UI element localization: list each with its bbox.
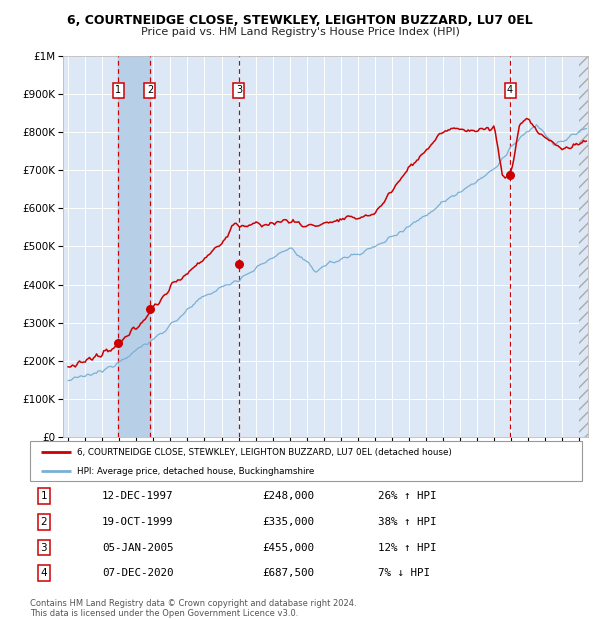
Text: 3: 3 bbox=[40, 542, 47, 552]
FancyBboxPatch shape bbox=[30, 441, 582, 481]
Text: 12-DEC-1997: 12-DEC-1997 bbox=[102, 492, 173, 502]
Text: £455,000: £455,000 bbox=[262, 542, 314, 552]
Text: 05-JAN-2005: 05-JAN-2005 bbox=[102, 542, 173, 552]
Text: £248,000: £248,000 bbox=[262, 492, 314, 502]
Text: Price paid vs. HM Land Registry's House Price Index (HPI): Price paid vs. HM Land Registry's House … bbox=[140, 27, 460, 37]
Text: 3: 3 bbox=[236, 85, 242, 95]
Text: £335,000: £335,000 bbox=[262, 517, 314, 527]
Text: Contains HM Land Registry data © Crown copyright and database right 2024.
This d: Contains HM Land Registry data © Crown c… bbox=[30, 599, 356, 618]
Text: 6, COURTNEIDGE CLOSE, STEWKLEY, LEIGHTON BUZZARD, LU7 0EL (detached house): 6, COURTNEIDGE CLOSE, STEWKLEY, LEIGHTON… bbox=[77, 448, 452, 457]
Text: 4: 4 bbox=[507, 85, 513, 95]
Bar bbox=[580, 56, 588, 437]
Text: 7% ↓ HPI: 7% ↓ HPI bbox=[378, 568, 430, 578]
Text: 4: 4 bbox=[40, 568, 47, 578]
Text: 6, COURTNEIDGE CLOSE, STEWKLEY, LEIGHTON BUZZARD, LU7 0EL: 6, COURTNEIDGE CLOSE, STEWKLEY, LEIGHTON… bbox=[67, 14, 533, 27]
Text: HPI: Average price, detached house, Buckinghamshire: HPI: Average price, detached house, Buck… bbox=[77, 467, 314, 476]
Text: 38% ↑ HPI: 38% ↑ HPI bbox=[378, 517, 436, 527]
Text: 1: 1 bbox=[115, 85, 121, 95]
Text: 26% ↑ HPI: 26% ↑ HPI bbox=[378, 492, 436, 502]
Text: 12% ↑ HPI: 12% ↑ HPI bbox=[378, 542, 436, 552]
Bar bbox=[118, 56, 150, 437]
Text: 2: 2 bbox=[40, 517, 47, 527]
Text: 2: 2 bbox=[147, 85, 153, 95]
Text: 19-OCT-1999: 19-OCT-1999 bbox=[102, 517, 173, 527]
Text: 07-DEC-2020: 07-DEC-2020 bbox=[102, 568, 173, 578]
Text: £687,500: £687,500 bbox=[262, 568, 314, 578]
Text: 1: 1 bbox=[40, 492, 47, 502]
